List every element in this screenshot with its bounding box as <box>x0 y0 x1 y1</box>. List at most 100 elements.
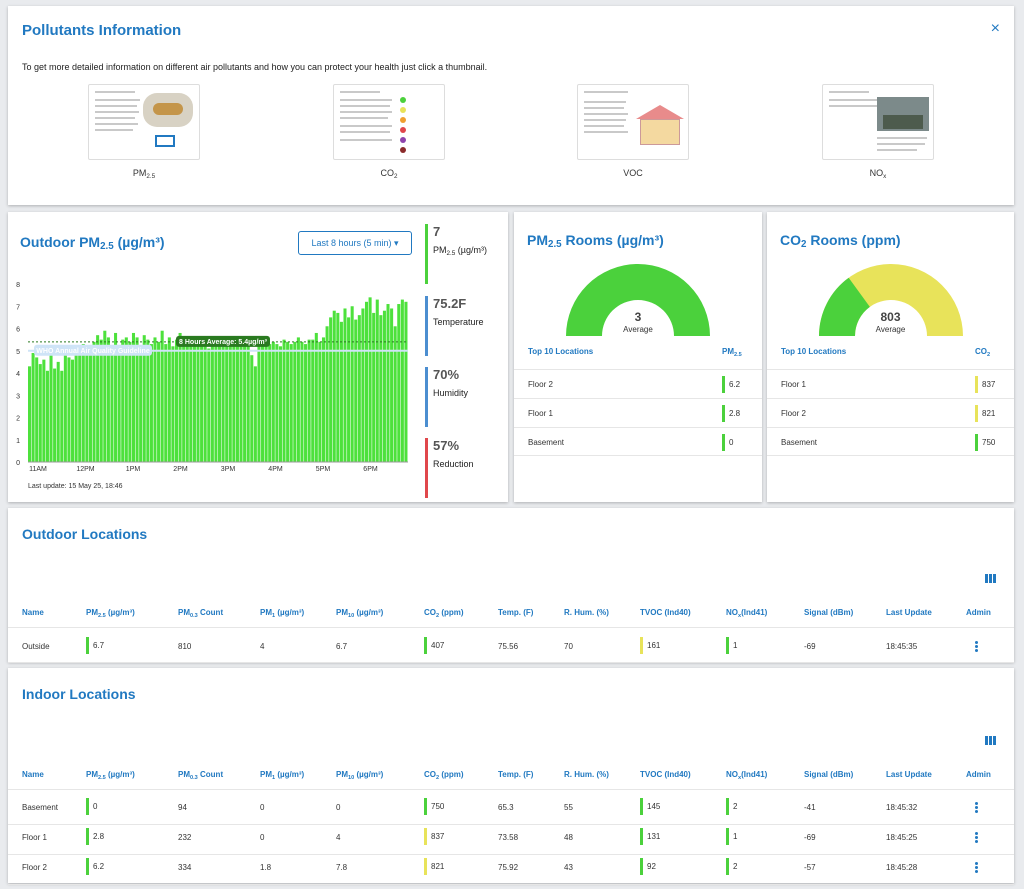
table-cell: -69 <box>804 642 816 651</box>
column-header[interactable]: PM2.5 (µg/m³) <box>86 770 135 781</box>
column-header[interactable]: PM0.3 Count <box>178 770 224 781</box>
column-header[interactable]: Signal (dBm) <box>804 770 854 779</box>
column-header[interactable]: Admin <box>966 608 991 617</box>
chart-bar <box>325 326 329 462</box>
y-tick-label: 2 <box>16 416 20 423</box>
value-bar: 2.8 <box>86 828 104 845</box>
columns-icon[interactable] <box>985 574 996 583</box>
y-tick-label: 7 <box>16 304 20 311</box>
table-cell: 65.3 <box>498 803 514 812</box>
column-header[interactable]: CO2 (ppm) <box>424 608 464 619</box>
column-header[interactable]: Signal (dBm) <box>804 608 854 617</box>
chart-bar <box>321 337 326 462</box>
close-icon[interactable]: × <box>990 20 1000 37</box>
column-header[interactable]: Name <box>22 608 44 617</box>
column-header[interactable]: Last Update <box>886 770 932 779</box>
column-header[interactable]: R. Hum. (%) <box>564 608 609 617</box>
location-value: 821 <box>975 405 995 422</box>
table-cell: 4 <box>260 642 265 651</box>
value-bar: 145 <box>640 798 660 815</box>
location-row[interactable]: Floor 2 6.2 <box>514 369 762 398</box>
location-row[interactable]: Floor 1 2.8 <box>514 398 762 427</box>
outdoor-locations-title: Outdoor Locations <box>22 526 148 542</box>
location-row[interactable]: Basement 750 <box>767 427 1014 456</box>
outdoor-locations-panel: Outdoor Locations Name PM2.5 (µg/m³) PM0.3… <box>8 508 1014 663</box>
location-value: 0 <box>722 434 733 451</box>
chart-bar <box>239 339 243 463</box>
gauge-average-label: Average <box>875 325 906 334</box>
column-header[interactable]: PM10 (µg/m³) <box>336 608 384 619</box>
chart-bar <box>114 332 118 462</box>
nox-thumbnail[interactable] <box>822 84 934 160</box>
chart-bar <box>78 352 82 462</box>
x-tick-label: 11AM <box>29 466 47 473</box>
column-header[interactable]: CO2 (ppm) <box>424 770 464 781</box>
metric-label: PM2.5 (µg/m³) <box>433 245 487 257</box>
column-header[interactable]: Temp. (F) <box>498 608 534 617</box>
time-range-dropdown[interactable]: Last 8 hours (5 min) ▾ <box>298 231 412 255</box>
gauge-value: 803 <box>880 310 901 324</box>
chart-bar <box>372 312 376 462</box>
column-header[interactable]: PM1 (µg/m³) <box>260 608 305 619</box>
column-header[interactable]: PM10 (µg/m³) <box>336 770 384 781</box>
column-header[interactable]: PM0.3 Count <box>178 608 224 619</box>
chart-bar <box>386 304 390 462</box>
y-tick-label: 5 <box>16 349 20 356</box>
kebab-menu-icon[interactable] <box>974 862 980 874</box>
table-cell: 6.2 <box>86 858 104 875</box>
table-cell: 1 <box>726 828 737 845</box>
column-header[interactable]: PM2.5 (µg/m³) <box>86 608 135 619</box>
x-tick-label: 5PM <box>316 466 331 473</box>
header-divider <box>8 789 1014 790</box>
location-row[interactable]: Floor 1 837 <box>767 369 1014 398</box>
chart-bar <box>339 321 343 462</box>
column-header[interactable]: Temp. (F) <box>498 770 534 779</box>
voc-thumbnail[interactable] <box>577 84 689 160</box>
pm-rooms-panel: PM2.5 Rooms (µg/m³) 3 Average Top 10 Loc… <box>514 212 762 502</box>
table-cell: 407 <box>424 637 444 654</box>
gauge-arc <box>566 264 710 336</box>
kebab-menu-icon[interactable] <box>974 802 980 814</box>
who-label-bg <box>34 344 152 356</box>
location-row[interactable]: Floor 2 821 <box>767 398 1014 427</box>
column-header[interactable]: NOx(Ind41) <box>726 770 768 781</box>
table-cell: 92 <box>640 858 656 875</box>
pm25-thumbnail[interactable] <box>88 84 200 160</box>
kebab-menu-icon[interactable] <box>974 832 980 844</box>
column-header[interactable]: R. Hum. (%) <box>564 770 609 779</box>
outdoor-pm-title: Outdoor PM2.5 (µg/m³) <box>20 234 165 252</box>
table-cell: 18:45:35 <box>886 642 918 651</box>
chart-bar <box>160 330 164 462</box>
chart-bar <box>235 346 239 462</box>
chart-bar <box>357 315 361 462</box>
table-cell: 1 <box>726 637 737 654</box>
column-header[interactable]: Name <box>22 770 44 779</box>
column-header[interactable]: NOx(Ind41) <box>726 608 768 619</box>
column-header[interactable]: TVOC (Ind40) <box>640 608 691 617</box>
row-divider <box>8 854 1014 855</box>
chart-bar <box>214 341 218 462</box>
chart-bar <box>28 366 32 462</box>
co2-thumbnail[interactable] <box>333 84 445 160</box>
table-cell: 73.58 <box>498 833 519 842</box>
table-cell: 810 <box>178 642 192 651</box>
column-header[interactable]: TVOC (Ind40) <box>640 770 691 779</box>
chart-bar <box>336 312 340 462</box>
column-header[interactable]: Last Update <box>886 608 932 617</box>
location-value: 6.2 <box>722 376 740 393</box>
table-cell: 2.8 <box>86 828 104 845</box>
chart-bar <box>296 337 300 462</box>
location-name: Basement <box>781 438 818 447</box>
column-header[interactable]: Admin <box>966 770 991 779</box>
chart-bar <box>106 337 110 462</box>
metric-temperature: 75.2F Temperature <box>425 296 505 356</box>
location-row[interactable]: Basement 0 <box>514 427 762 456</box>
kebab-menu-icon[interactable] <box>974 641 980 653</box>
y-tick-label: 0 <box>16 460 20 467</box>
metric-value: 57% <box>433 438 460 453</box>
columns-icon[interactable] <box>985 736 996 745</box>
gauge-average-label: Average <box>623 325 653 334</box>
location-value: 837 <box>975 376 995 393</box>
column-header[interactable]: PM1 (µg/m³) <box>260 770 305 781</box>
value-bar: 92 <box>640 858 656 875</box>
